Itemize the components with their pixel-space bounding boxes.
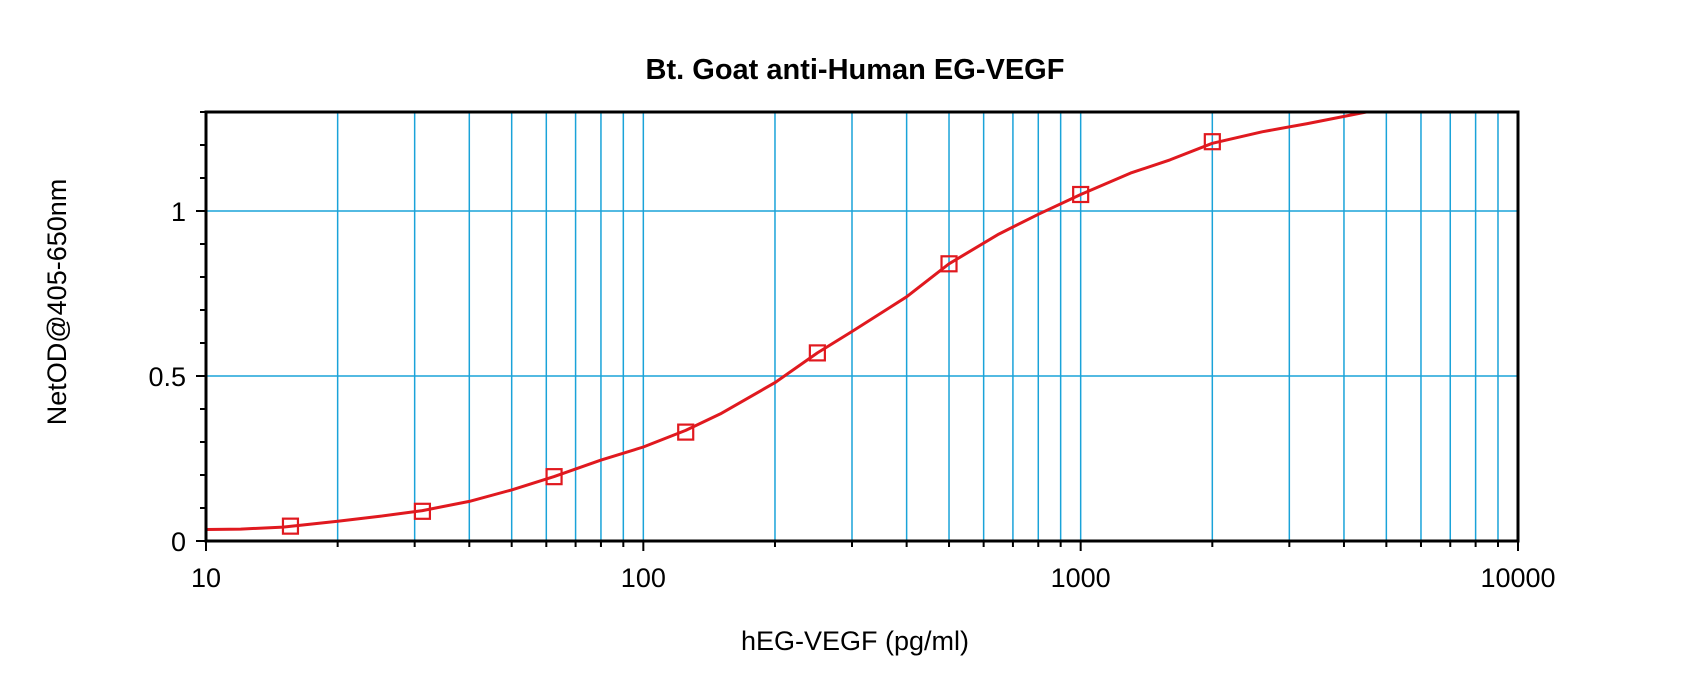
fit-curve-layer <box>205 110 1367 531</box>
data-point-marker <box>677 423 695 441</box>
data-point-marker <box>808 344 826 362</box>
axis-ticks <box>196 111 1519 551</box>
x-tick-label: 10000 <box>1480 563 1555 593</box>
data-point-marker <box>545 468 563 486</box>
y-axis-label: NetOD@405-650nm <box>42 179 72 426</box>
data-point-marker <box>413 502 432 520</box>
y-tick-label: 0 <box>171 527 186 557</box>
data-point-marker <box>940 255 958 273</box>
axis-tick-labels: 10 100 1000 10000 0 0.5 1 <box>148 197 1555 593</box>
x-axis-label: hEG-VEGF (pg/ml) <box>741 626 969 656</box>
chart-title: Bt. Goat anti-Human EG-VEGF <box>646 54 1065 86</box>
data-points-layer <box>281 133 1221 535</box>
y-tick-label: 1 <box>171 197 186 227</box>
data-point-marker <box>281 517 300 535</box>
y-tick-label: 0.5 <box>148 362 186 392</box>
grid-lines <box>206 112 1518 541</box>
data-point-marker <box>1072 185 1090 204</box>
x-tick-label: 1000 <box>1051 563 1111 593</box>
data-point-marker <box>1203 133 1221 151</box>
x-tick-label: 10 <box>191 563 221 593</box>
fit-curve-line <box>205 110 1367 531</box>
x-tick-label: 100 <box>621 563 666 593</box>
plot-area-frame <box>204 110 1520 543</box>
